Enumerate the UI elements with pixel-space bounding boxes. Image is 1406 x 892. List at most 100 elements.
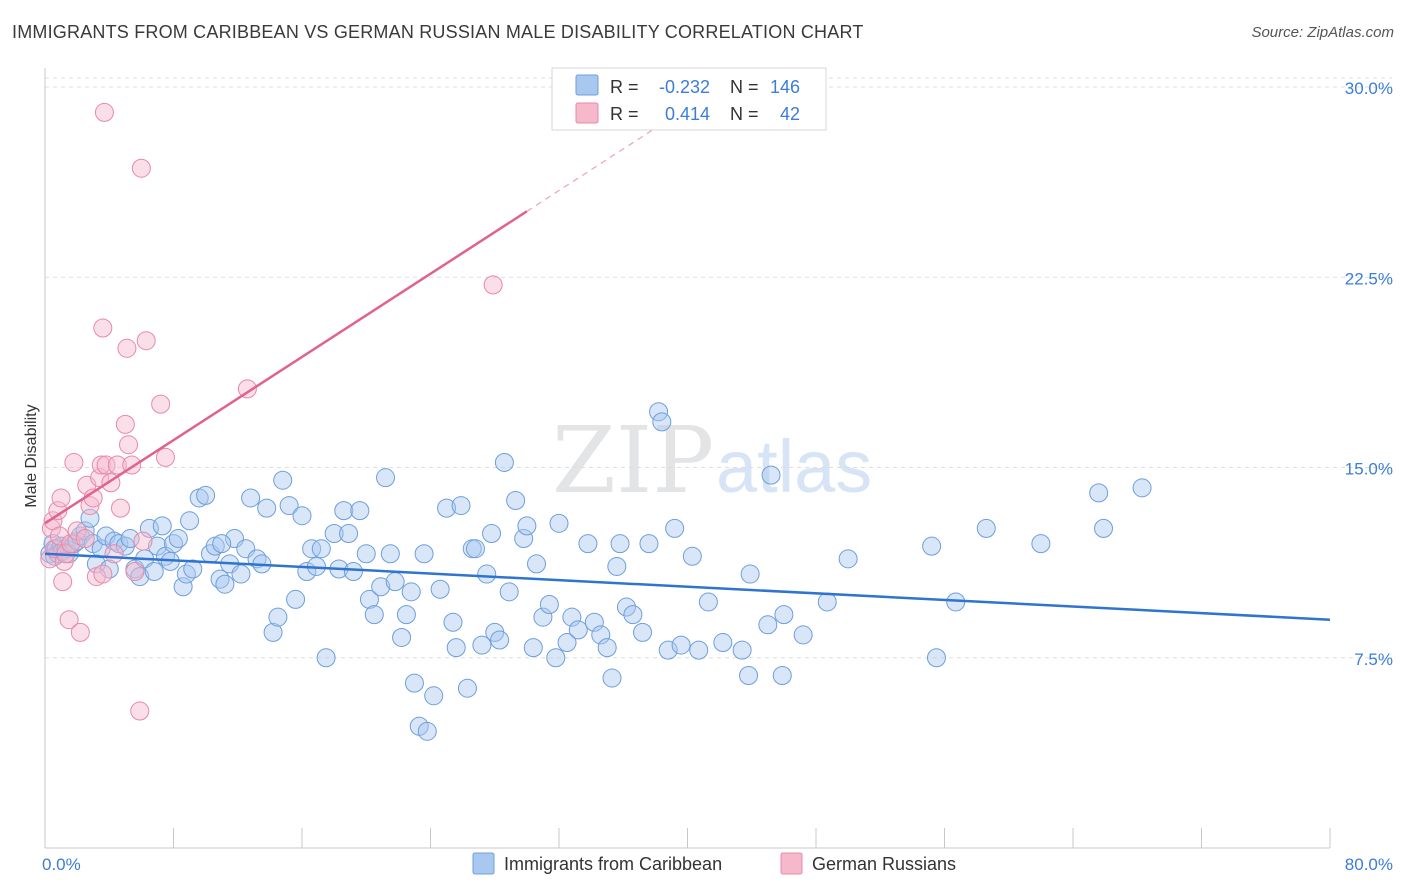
data-point — [94, 319, 112, 337]
data-point — [447, 639, 465, 657]
data-point — [444, 613, 462, 631]
data-point — [293, 507, 311, 525]
x-tick-label: 0.0% — [42, 855, 81, 874]
data-point — [317, 649, 335, 667]
data-point — [775, 606, 793, 624]
data-point — [134, 532, 152, 550]
data-point — [611, 535, 629, 553]
stats-legend: R = -0.232 N = 146 R = 0.414 N = 42 — [552, 68, 826, 130]
data-point — [242, 489, 260, 507]
data-point — [794, 626, 812, 644]
y-tick-label: 7.5% — [1354, 650, 1393, 669]
data-point — [483, 524, 501, 542]
data-point — [351, 502, 369, 520]
series-legend: Immigrants from Caribbean German Russian… — [473, 853, 956, 874]
data-point — [672, 636, 690, 654]
data-point — [977, 519, 995, 537]
data-point — [216, 575, 234, 593]
data-point — [71, 623, 89, 641]
x-tick-label: 80.0% — [1345, 855, 1393, 874]
data-point — [232, 565, 250, 583]
data-point — [335, 502, 353, 520]
y-tick-label: 15.0% — [1345, 460, 1393, 479]
data-point — [105, 545, 123, 563]
data-point — [120, 436, 138, 454]
data-point — [762, 466, 780, 484]
legend-swatch-blue — [576, 75, 598, 95]
legend-n-label-2: N = — [730, 104, 759, 124]
data-point — [773, 667, 791, 685]
data-point — [458, 679, 476, 697]
data-point — [550, 514, 568, 532]
data-point — [169, 530, 187, 548]
data-point — [741, 565, 759, 583]
y-tick-label: 30.0% — [1345, 79, 1393, 98]
data-point — [405, 674, 423, 692]
data-point — [608, 557, 626, 575]
scatter-chart: ZIP atlas 7.5%15.0%22.5%30.0% 0.0% 80.0% … — [0, 0, 1406, 892]
data-point — [714, 634, 732, 652]
data-point — [181, 512, 199, 530]
data-point — [466, 540, 484, 558]
data-point — [818, 593, 836, 611]
data-point — [340, 524, 358, 542]
data-point — [269, 608, 287, 626]
watermark: ZIP atlas — [552, 407, 872, 514]
data-point — [274, 471, 292, 489]
data-point — [357, 545, 375, 563]
data-point — [116, 415, 134, 433]
data-point — [258, 499, 276, 517]
data-point — [197, 486, 215, 504]
data-point — [95, 103, 113, 121]
data-point — [690, 641, 708, 659]
data-point — [94, 565, 112, 583]
data-point — [478, 565, 496, 583]
data-point — [76, 530, 94, 548]
legend-swatch-pink — [576, 103, 598, 123]
data-point — [213, 535, 231, 553]
data-point — [418, 722, 436, 740]
data-point — [740, 667, 758, 685]
legend-n-label-1: N = — [730, 77, 759, 97]
data-point — [507, 491, 525, 509]
data-point — [287, 590, 305, 608]
data-point — [923, 537, 941, 555]
data-point — [118, 339, 136, 357]
legend-r-label-2: R = — [610, 104, 639, 124]
data-point — [145, 563, 163, 581]
legend-r-value-1: -0.232 — [659, 77, 710, 97]
data-point — [524, 639, 542, 657]
data-point — [653, 413, 671, 431]
data-point — [65, 453, 83, 471]
data-point — [634, 623, 652, 641]
data-point — [131, 702, 149, 720]
series-legend-swatch-german-russians — [781, 853, 802, 874]
data-point — [759, 616, 777, 634]
data-point — [540, 595, 558, 613]
data-point — [518, 517, 536, 535]
series-legend-label-german-russians: German Russians — [812, 854, 956, 874]
data-point — [1032, 535, 1050, 553]
series-legend-swatch-caribbean — [473, 853, 494, 874]
data-point — [312, 540, 330, 558]
watermark-zip: ZIP — [552, 407, 714, 514]
data-point — [377, 469, 395, 487]
data-point — [579, 535, 597, 553]
data-point — [699, 593, 717, 611]
data-point — [491, 631, 509, 649]
watermark-atlas: atlas — [716, 425, 872, 508]
y-tick-label: 22.5% — [1345, 269, 1393, 288]
data-point — [598, 639, 616, 657]
data-point — [666, 519, 684, 537]
y-axis-label: Male Disability — [23, 404, 40, 507]
data-point — [126, 563, 144, 581]
y-tick-labels: 7.5% 15.0% 22.5% 30.0% — [1345, 79, 1393, 669]
data-point — [640, 535, 658, 553]
data-point — [452, 497, 470, 515]
data-point — [402, 583, 420, 601]
data-point — [1095, 519, 1113, 537]
data-point — [1133, 479, 1151, 497]
legend-r-label-1: R = — [610, 77, 639, 97]
data-point — [733, 641, 751, 659]
data-point — [153, 517, 171, 535]
